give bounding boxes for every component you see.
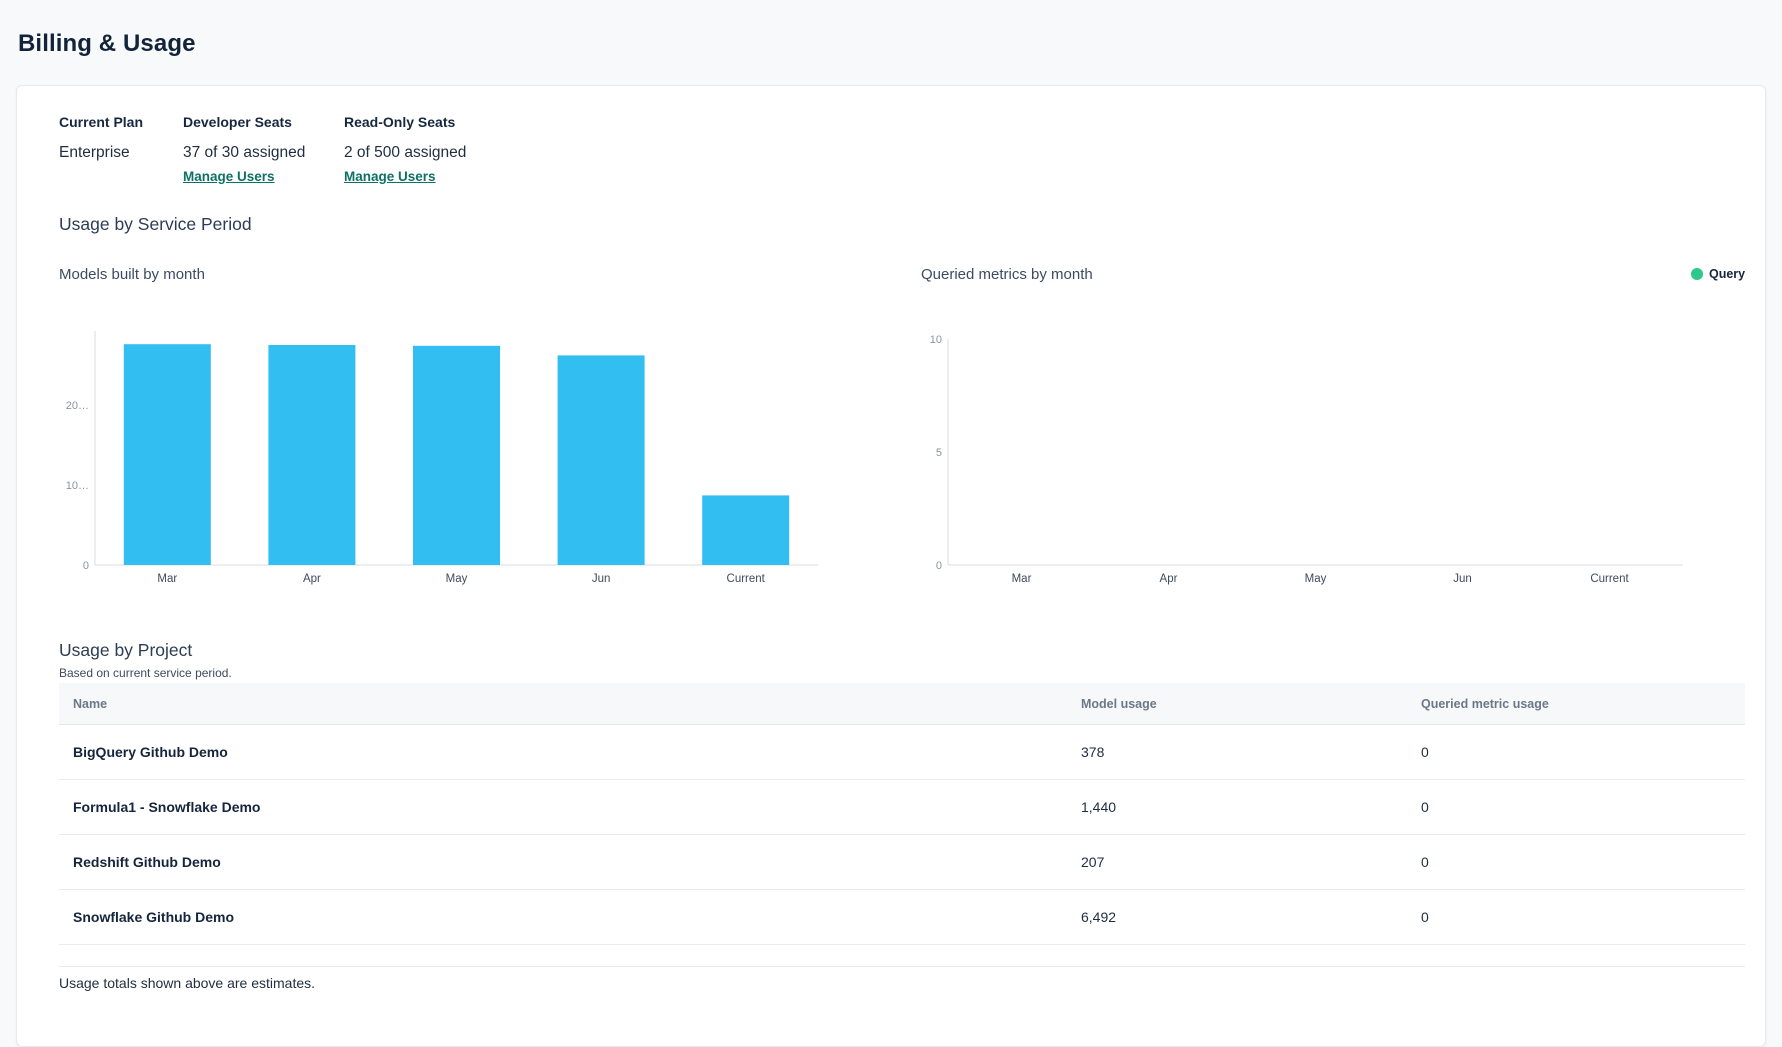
- plan-summary: Current Plan Enterprise Developer Seats 37 …: [59, 113, 466, 186]
- page-title: Billing & Usage: [18, 30, 196, 58]
- column-header-name: Name: [73, 696, 108, 711]
- model-usage-cell: 207: [1081, 854, 1105, 870]
- plan-column-value: 37 of 30 assigned: [183, 144, 306, 161]
- manage-users-link[interactable]: Manage Users: [344, 169, 436, 184]
- plan-column-value: 2 of 500 assigned: [344, 144, 467, 161]
- x-axis-label: Jun: [1453, 573, 1472, 585]
- table-row: BigQuery Github Demo 378 0: [59, 725, 1745, 780]
- plan-column-label: Current Plan: [59, 114, 144, 130]
- queried-metric-usage-cell: 0: [1421, 744, 1429, 760]
- usage-estimates-note: Usage totals shown above are estimates.: [59, 975, 316, 991]
- manage-users-link[interactable]: Manage Users: [183, 169, 275, 184]
- queried-metric-usage-cell: 0: [1421, 799, 1429, 815]
- queried-chart-title: Queried metrics by month: [921, 266, 1093, 283]
- model-usage-cell: 1,440: [1081, 799, 1117, 815]
- plan-column-label: Developer Seats: [183, 114, 292, 130]
- x-axis-label: Current: [727, 573, 766, 585]
- model-usage-cell: 6,492: [1081, 909, 1117, 925]
- x-axis-label: Apr: [1160, 573, 1178, 585]
- table-row: Snowflake Github Demo 6,492 0: [59, 890, 1745, 945]
- usage-by-project-table: Name Model usage Queried metric usage Bi…: [59, 683, 1745, 967]
- table-row: Formula1 - Snowflake Demo 1,440 0: [59, 780, 1745, 835]
- model-usage-cell: 378: [1081, 744, 1105, 760]
- queried-metric-usage-cell: 0: [1421, 854, 1429, 870]
- y-axis-tick: 10: [930, 334, 942, 346]
- column-header-queried-metric-usage: Queried metric usage: [1421, 696, 1549, 711]
- bar-jun[interactable]: [557, 355, 645, 565]
- project-name-cell: Formula1 - Snowflake Demo: [73, 799, 261, 815]
- models-built-chart: 0 10… 20… Mar Apr May Jun Current: [66, 331, 818, 585]
- x-axis-label: Apr: [303, 573, 321, 585]
- billing-card: Current Plan Enterprise Developer Seats 37 …: [16, 85, 1766, 1047]
- y-axis-tick: 10…: [66, 480, 89, 492]
- table-bottom-divider: [59, 945, 1745, 967]
- table-header-row: Name Model usage Queried metric usage: [59, 683, 1745, 725]
- queried-metrics-chart: 0 5 10 Mar Apr May Jun Current: [930, 334, 1683, 585]
- models-chart-title: Models built by month: [59, 266, 205, 283]
- table-body: BigQuery Github Demo 378 0 Formula1 - Snowf…: [59, 725, 1745, 945]
- table-row: Redshift Github Demo 207 0: [59, 835, 1745, 890]
- project-name-cell: Redshift Github Demo: [73, 854, 221, 870]
- x-axis-label: May: [1305, 573, 1327, 585]
- plan-column-value: Enterprise: [59, 144, 130, 161]
- bar-may[interactable]: [413, 345, 500, 565]
- y-axis-tick: 5: [936, 447, 942, 459]
- legend-dot-icon: [1691, 268, 1703, 280]
- usage-by-project-subheading: Based on current service period.: [59, 666, 232, 680]
- project-name-cell: BigQuery Github Demo: [73, 744, 228, 760]
- plan-column-0: Current Plan Enterprise: [59, 113, 183, 186]
- plan-column-2: Read-Only Seats 2 of 500 assigned Manage U…: [344, 113, 466, 186]
- usage-by-project-heading: Usage by Project: [59, 640, 193, 660]
- project-name-cell: Snowflake Github Demo: [73, 909, 235, 925]
- legend-label: Query: [1709, 267, 1746, 281]
- y-axis-tick: 0: [936, 560, 942, 572]
- plan-column-label: Read-Only Seats: [344, 114, 456, 130]
- x-axis-label: May: [446, 573, 468, 585]
- x-axis-label: Mar: [157, 573, 177, 585]
- y-axis-tick: 20…: [66, 400, 89, 412]
- plan-column-1: Developer Seats 37 of 30 assigned Manage U…: [183, 113, 344, 186]
- x-axis-label: Jun: [592, 573, 611, 585]
- bar-current[interactable]: [702, 495, 790, 565]
- x-axis-label: Current: [1590, 573, 1629, 585]
- column-header-model-usage: Model usage: [1081, 696, 1157, 711]
- bar-mar[interactable]: [123, 344, 211, 565]
- usage-by-service-period-heading: Usage by Service Period: [59, 214, 252, 234]
- y-axis-tick: 0: [83, 560, 89, 572]
- billing-usage-page: { "page": { "title": "Billing & Usage" }…: [16, 30, 1766, 1047]
- bar-apr[interactable]: [268, 345, 356, 565]
- x-axis-label: Mar: [1012, 573, 1032, 585]
- legend-item-query[interactable]: Query: [1691, 267, 1745, 281]
- queried-metric-usage-cell: 0: [1421, 909, 1429, 925]
